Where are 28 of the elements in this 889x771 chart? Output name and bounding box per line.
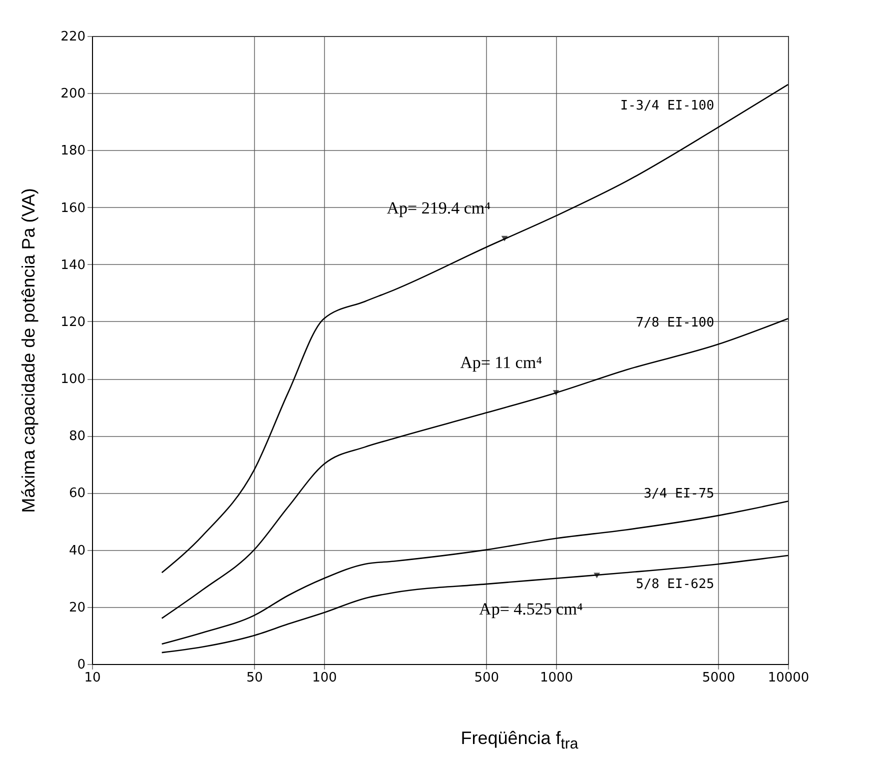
y-tick-label: 220 xyxy=(60,30,86,44)
x-tick-label: 10000 xyxy=(768,670,810,686)
y-axis-title: Máxima capacidade de potência Pa (VA) xyxy=(18,188,39,513)
annotation: Ap= 219.4 cm⁴ xyxy=(386,198,491,218)
y-tick-label: 200 xyxy=(60,86,86,102)
annotation: Ap= 11 cm⁴ xyxy=(460,352,542,372)
y-tick-label: 180 xyxy=(60,144,86,159)
series-label: I-3/4 EI-100 xyxy=(620,98,714,114)
series-label: 3/4 EI-75 xyxy=(644,486,714,502)
x-tick-label: 1000 xyxy=(540,670,574,686)
series-label: 7/8 EI-100 xyxy=(636,315,714,330)
annotation: Ap= 4.525 cm⁴ xyxy=(479,600,583,619)
y-tick-label: 0 xyxy=(77,658,86,672)
x-tick-label: 50 xyxy=(246,670,263,686)
x-axis-title: Freqüência f$_{tra}$ xyxy=(460,728,580,753)
y-tick-label: 20 xyxy=(68,600,86,616)
y-tick-label: 120 xyxy=(60,314,86,330)
series-label: 5/8 EI-625 xyxy=(636,577,714,592)
y-tick-label: 80 xyxy=(68,429,86,444)
y-tick-label: 100 xyxy=(60,372,86,388)
x-tick-label: 10 xyxy=(84,670,101,686)
y-tick-label: 40 xyxy=(68,543,86,558)
y-tick-label: 140 xyxy=(60,258,86,273)
x-tick-label: 5000 xyxy=(702,670,736,686)
x-tick-label: 100 xyxy=(312,670,337,686)
y-tick-label: 160 xyxy=(60,200,86,216)
y-tick-label: 60 xyxy=(68,486,86,502)
x-tick-label: 500 xyxy=(474,670,500,686)
